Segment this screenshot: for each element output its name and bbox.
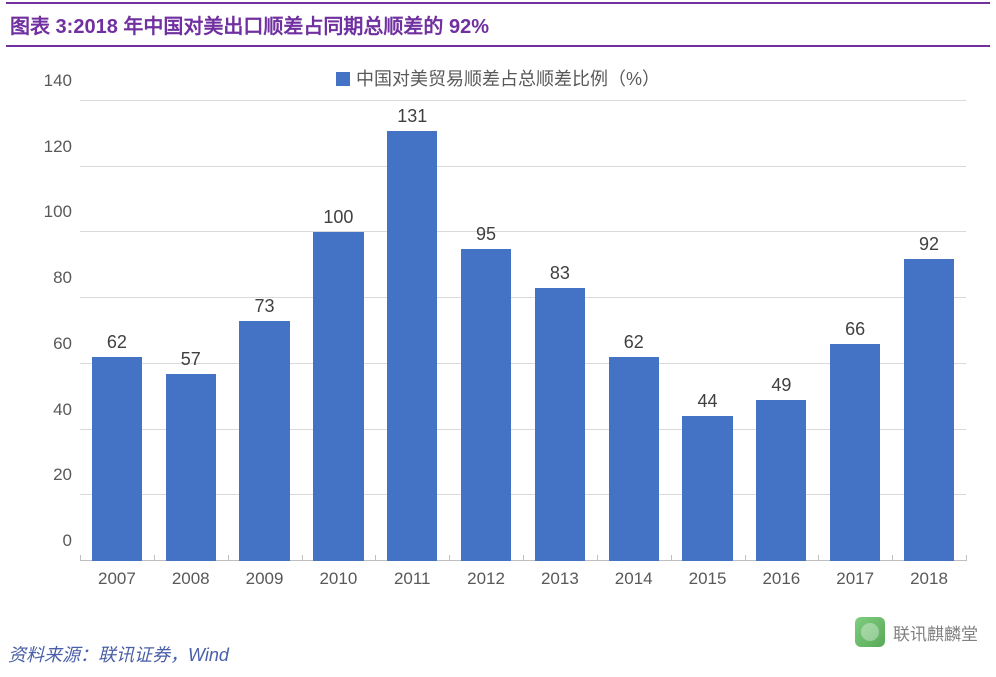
y-tick-label: 80 (30, 268, 72, 288)
x-tick-mark (228, 555, 229, 561)
x-tick-mark (671, 555, 672, 561)
x-tick-mark (745, 555, 746, 561)
plot-area: 020406080100120140 622007572008732009100… (80, 101, 966, 591)
chart-legend: 中国对美贸易顺差占总顺差比例（%） (20, 65, 976, 91)
x-tick-mark (523, 555, 524, 561)
y-tick-label: 140 (30, 71, 72, 91)
x-tick-mark (966, 555, 967, 561)
x-tick-mark (449, 555, 450, 561)
y-tick-label: 20 (30, 465, 72, 485)
watermark-text: 联讯麒麟堂 (893, 620, 978, 645)
source-footer: 资料来源：联讯证券，Wind (8, 641, 229, 667)
legend-label: 中国对美贸易顺差占总顺差比例（%） (356, 69, 660, 89)
y-tick-label: 40 (30, 400, 72, 420)
y-tick-label: 100 (30, 202, 72, 222)
y-tick-label: 0 (30, 531, 72, 551)
x-tick-mark (154, 555, 155, 561)
chart-title-bar: 图表 3:2018 年中国对美出口顺差占同期总顺差的 92% (6, 2, 990, 47)
wechat-icon (855, 617, 885, 647)
x-tick-mark (302, 555, 303, 561)
x-tick-mark (80, 555, 81, 561)
tick-marks (80, 101, 966, 591)
y-tick-label: 60 (30, 334, 72, 354)
x-tick-mark (892, 555, 893, 561)
x-tick-mark (375, 555, 376, 561)
watermark: 联讯麒麟堂 (855, 617, 978, 647)
chart-container: 中国对美贸易顺差占总顺差比例（%） 020406080100120140 622… (20, 65, 976, 625)
x-tick-mark (818, 555, 819, 561)
legend-swatch (336, 72, 350, 86)
chart-title: 图表 3:2018 年中国对美出口顺差占同期总顺差的 92% (10, 10, 986, 39)
x-tick-mark (597, 555, 598, 561)
y-tick-label: 120 (30, 137, 72, 157)
